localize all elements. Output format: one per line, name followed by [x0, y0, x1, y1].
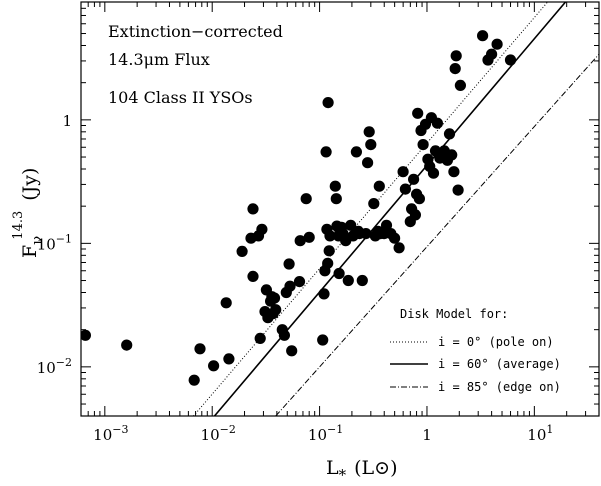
data-point: [452, 184, 464, 196]
data-point: [373, 180, 385, 192]
model-line-dotted: [193, 2, 548, 416]
legend-title: Disk Model for:: [400, 307, 508, 321]
data-point: [278, 329, 290, 341]
x-axis-label: L* (L⊙): [326, 457, 398, 484]
data-point: [409, 209, 421, 221]
data-point: [236, 245, 248, 257]
annotation-line-2: 14.3μm Flux: [108, 50, 210, 69]
x-tick-label: 10−3: [93, 423, 128, 444]
data-point: [454, 79, 466, 91]
data-point: [345, 219, 357, 231]
x-tick-label: 10−2: [201, 423, 236, 444]
data-point: [408, 173, 420, 185]
data-point: [322, 97, 334, 109]
annotation-line-3: 104 Class II YSOs: [108, 88, 253, 107]
data-point: [323, 245, 335, 257]
data-point: [318, 288, 330, 300]
data-point: [412, 107, 424, 119]
model-line-dashdot: [275, 53, 599, 416]
data-point: [247, 270, 259, 282]
data-point: [293, 276, 306, 288]
data-point: [446, 149, 458, 161]
data-point: [303, 231, 315, 243]
y-axis-label-main: F: [19, 245, 41, 258]
data-point: [121, 339, 133, 351]
data-point: [417, 139, 429, 151]
data-points: [81, 30, 517, 386]
y-axis-label-unit: (Jy): [19, 168, 41, 201]
axis-ticks: [80, 1, 600, 417]
legend-label-edge-on: i = 85° (edge on): [438, 380, 561, 394]
x-axis-label-main: L: [326, 457, 339, 479]
x-tick-label: 10−1: [308, 423, 343, 444]
data-point: [330, 193, 342, 205]
data-point: [324, 230, 336, 242]
legend-label-pole-on: i = 0° (pole on): [438, 335, 554, 349]
data-point: [427, 167, 440, 179]
data-point: [363, 126, 375, 138]
data-point: [300, 193, 312, 205]
legend: Disk Model for: i = 0° (pole on) i = 60°…: [390, 307, 561, 394]
data-point: [356, 274, 368, 287]
y-tick-label: 1: [62, 112, 72, 130]
data-point: [491, 38, 503, 50]
y-tick-label: 10−2: [37, 356, 72, 377]
annotation-line-1: Extinction−corrected: [108, 22, 283, 41]
data-point: [284, 280, 296, 292]
model-lines: [193, 2, 599, 416]
data-point: [220, 297, 232, 309]
data-point: [431, 117, 443, 129]
y-axis-label-sup: 14.3: [11, 211, 26, 240]
data-point: [389, 232, 401, 244]
data-point: [223, 353, 235, 365]
data-point: [333, 267, 345, 280]
data-point: [81, 329, 91, 341]
y-axis-label-sub: ν: [28, 236, 46, 245]
data-point: [450, 50, 462, 62]
data-point: [368, 198, 380, 210]
y-axis-label: Fν14.3 (Jy): [11, 168, 46, 258]
data-point: [365, 139, 377, 151]
data-point: [329, 180, 341, 192]
data-point: [294, 235, 306, 247]
data-point: [256, 223, 268, 235]
data-point: [504, 54, 517, 66]
data-point: [286, 345, 298, 357]
data-point: [486, 48, 498, 60]
plot-frame: [80, 1, 600, 417]
data-point: [342, 274, 354, 287]
data-point: [322, 257, 334, 269]
x-axis-label-sub: *: [339, 466, 347, 484]
model-line-solid: [213, 2, 567, 416]
data-point: [350, 146, 362, 158]
data-point: [449, 63, 461, 75]
data-point: [362, 157, 374, 169]
legend-label-average: i = 60° (average): [438, 357, 561, 371]
data-point: [413, 193, 425, 205]
x-axis-label-unit: (L⊙): [354, 457, 397, 479]
data-point: [380, 219, 393, 231]
y-tick-label: 10−1: [37, 232, 72, 253]
data-point: [268, 292, 281, 304]
data-point: [320, 146, 332, 158]
data-point: [270, 304, 282, 316]
data-point: [208, 360, 220, 372]
data-point: [247, 203, 259, 215]
x-tick-label: 1: [422, 426, 432, 444]
data-point: [317, 334, 329, 346]
x-tick-label: 101: [527, 423, 553, 444]
data-point: [393, 242, 405, 254]
data-point: [477, 30, 489, 42]
tick-labels: 10−3 10−2 10−1 1 101 10−2 10−1 1: [37, 112, 554, 444]
data-point: [194, 343, 206, 355]
data-point: [188, 374, 200, 386]
data-point: [448, 166, 460, 178]
data-point: [360, 228, 372, 240]
data-point: [283, 258, 295, 270]
